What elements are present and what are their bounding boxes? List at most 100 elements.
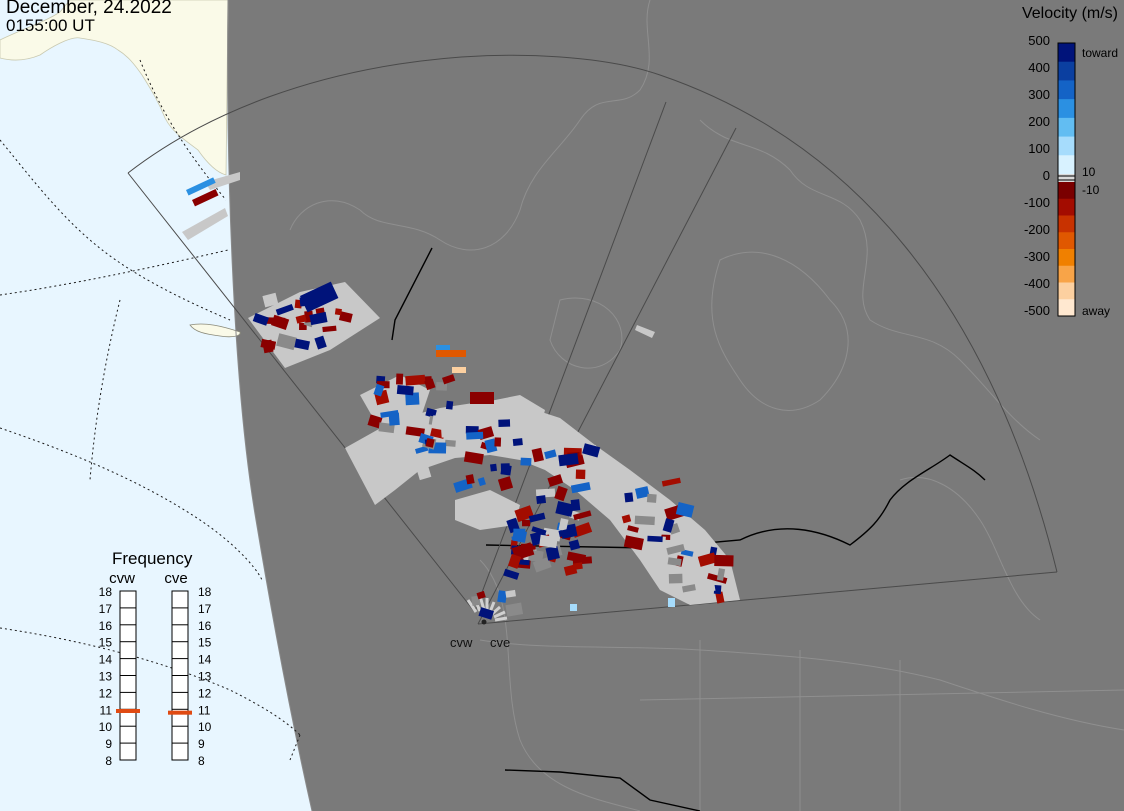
echo-cell	[554, 485, 568, 502]
echo-cell	[436, 350, 466, 357]
echo-cell	[545, 545, 560, 561]
frequency-marker	[168, 710, 192, 715]
echo-cells	[182, 172, 740, 620]
colorbar-segment	[1058, 43, 1075, 63]
frequency-scale-label: 11	[198, 703, 211, 717]
echo-cell	[662, 518, 675, 533]
echo-cell	[300, 281, 339, 313]
frequency-scale-label: 10	[99, 720, 113, 734]
echo-cell	[647, 535, 663, 543]
frequency-scale-label: 14	[198, 653, 212, 667]
echo-cell	[424, 378, 436, 391]
ground-scatter-region	[455, 490, 520, 530]
frequency-scale-label: 16	[99, 619, 113, 633]
frequency-scale-label: 17	[99, 602, 113, 616]
echo-cell	[535, 488, 556, 498]
echo-cell	[314, 335, 327, 350]
echo-cell	[476, 590, 486, 600]
echo-cell	[436, 345, 450, 350]
echo-cell	[415, 445, 429, 454]
colorbar-segment	[1058, 215, 1075, 233]
echo-cell	[716, 568, 726, 581]
alaska-yukon-border	[391, 247, 433, 341]
frequency-radar-label: cvw	[109, 570, 135, 587]
echo-cell	[405, 426, 425, 438]
echo-cell	[713, 585, 722, 595]
ground-scatter-region	[182, 208, 228, 240]
colorbar-segment	[1058, 282, 1075, 300]
colorbar-segment	[1058, 136, 1075, 156]
echo-cell	[338, 311, 353, 323]
echo-cell	[558, 528, 570, 537]
velocity-legend-title: Velocity (m/s)	[1021, 5, 1118, 22]
echo-cell	[497, 476, 514, 492]
velocity-colorbar: 500 400 300 200 100 0 -100 -200 -300 -400 -500 towa…	[1024, 33, 1118, 318]
echo-cell	[270, 314, 290, 330]
frequency-panel-title: Frequency	[112, 549, 193, 568]
echo-cell	[697, 552, 717, 567]
colorbar-tick-label: 300	[1028, 87, 1050, 102]
radar-site-point	[481, 619, 487, 625]
echo-cell	[706, 582, 716, 592]
echo-cell	[544, 449, 557, 460]
frequency-scale-label: 13	[99, 670, 113, 684]
echo-cell	[514, 505, 534, 523]
echo-cell	[634, 486, 650, 499]
frequency-scale-label: 12	[99, 686, 113, 700]
colorbar-segment	[1058, 99, 1075, 119]
echo-cell	[575, 469, 586, 480]
echo-cell	[367, 414, 383, 429]
echo-cell	[570, 604, 577, 611]
colorbar-segment	[1058, 249, 1075, 267]
colorbar-side-label: toward	[1082, 46, 1118, 60]
echo-cell	[276, 333, 297, 351]
echo-cell	[494, 437, 502, 447]
colorbar-segment	[1058, 198, 1075, 216]
echo-cell	[507, 553, 522, 569]
frequency-scale-label: 18	[198, 585, 212, 599]
echo-cell	[490, 463, 498, 472]
echo-cell	[396, 373, 404, 385]
echo-cell	[465, 426, 479, 434]
colorbar-segment	[1058, 61, 1075, 81]
terminator-line	[227, 0, 313, 811]
colorbar-tick-label: 400	[1028, 60, 1050, 75]
echo-cell	[666, 543, 685, 555]
colorbar-side-label: away	[1082, 304, 1110, 318]
frequency-scale-label: 11	[100, 703, 113, 717]
echo-cell	[498, 419, 511, 427]
echo-cell	[563, 564, 578, 576]
colorbar-tick-label: 200	[1028, 114, 1050, 129]
frequency-scale-label: 13	[198, 670, 212, 684]
echo-cell	[522, 519, 531, 527]
echo-cell	[568, 539, 581, 551]
colorbar-segment	[1058, 117, 1075, 138]
echo-cell	[497, 590, 508, 603]
echo-cell	[505, 589, 516, 598]
frequency-scale-label: 10	[198, 720, 212, 734]
echo-cell	[405, 392, 420, 406]
colorbar-side-label: -10	[1082, 183, 1100, 197]
echo-cell	[466, 431, 484, 440]
echo-cell	[668, 573, 683, 584]
frequency-scale-label: 8	[198, 754, 205, 768]
echo-cell	[295, 314, 307, 324]
echo-cell	[262, 339, 274, 354]
colorbar-tick-label: -500	[1024, 303, 1050, 318]
echo-cell	[478, 607, 494, 620]
frequency-scale-label: 12	[198, 686, 212, 700]
echo-cell	[634, 515, 655, 526]
echo-cell	[715, 591, 725, 604]
echo-cell	[275, 303, 294, 316]
echo-cell	[627, 525, 639, 533]
daylight-region	[0, 0, 312, 811]
echo-cell	[528, 512, 546, 523]
colorbar-tick-label: -200	[1024, 222, 1050, 237]
frequency-scale-label: 9	[198, 737, 205, 751]
echo-cell	[675, 502, 695, 518]
echo-cell	[503, 568, 520, 580]
echo-cell	[445, 400, 454, 410]
echo-cell	[505, 602, 524, 617]
